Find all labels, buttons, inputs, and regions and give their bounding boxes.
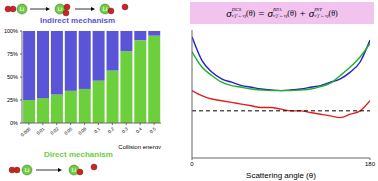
svg-text:50%: 50%: [8, 74, 18, 80]
svg-text:Li: Li: [58, 6, 63, 12]
svg-text:Li: Li: [25, 167, 30, 173]
svg-text:Collision energy: Collision energy: [118, 144, 161, 149]
html-text:v′j′←vj(θ): v′j′←vj(θ): [314, 8, 338, 18]
svg-text:75%: 75%: [8, 51, 18, 57]
svg-text:Li: Li: [103, 6, 108, 12]
svg-text:180: 180: [365, 161, 370, 167]
svg-text:0.1: 0.1: [93, 126, 101, 134]
svg-text:Scattering angle (θ): Scattering angle (θ): [246, 171, 316, 180]
svg-text:25%: 25%: [8, 97, 18, 103]
svg-text:0: 0: [190, 161, 194, 167]
svg-text:Li: Li: [20, 6, 25, 12]
html-text:DCS: DCS: [231, 7, 242, 12]
svg-text:Li: Li: [72, 167, 77, 173]
svg-text:0.05: 0.05: [63, 126, 73, 136]
html-text:σ: σ: [226, 7, 232, 19]
html-text:v′j′←vj(θ) = σ: v′j′←vj(θ) = σ: [231, 7, 273, 19]
svg-text:0.4: 0.4: [135, 126, 143, 134]
svg-text:0.5: 0.5: [149, 126, 157, 134]
html-text:Indirect mechanism: Indirect mechanism: [40, 16, 116, 25]
html-text:v′j′←vj(θ) + σ: v′j′←vj(θ) + σ: [272, 7, 315, 19]
html-text:INT: INT: [314, 7, 322, 12]
svg-text:0.3: 0.3: [121, 126, 129, 134]
svg-text:0.005: 0.005: [20, 126, 32, 137]
svg-text:0.02: 0.02: [50, 126, 60, 136]
svg-text:0.2: 0.2: [107, 126, 115, 134]
html-text:RPA: RPA: [272, 7, 282, 12]
svg-text:0%: 0%: [10, 120, 18, 126]
svg-text:100%: 100%: [8, 28, 18, 34]
html-text:Direct mechanism: Direct mechanism: [44, 150, 113, 159]
svg-text:0.01: 0.01: [36, 126, 46, 136]
svg-text:0.08: 0.08: [77, 126, 87, 136]
